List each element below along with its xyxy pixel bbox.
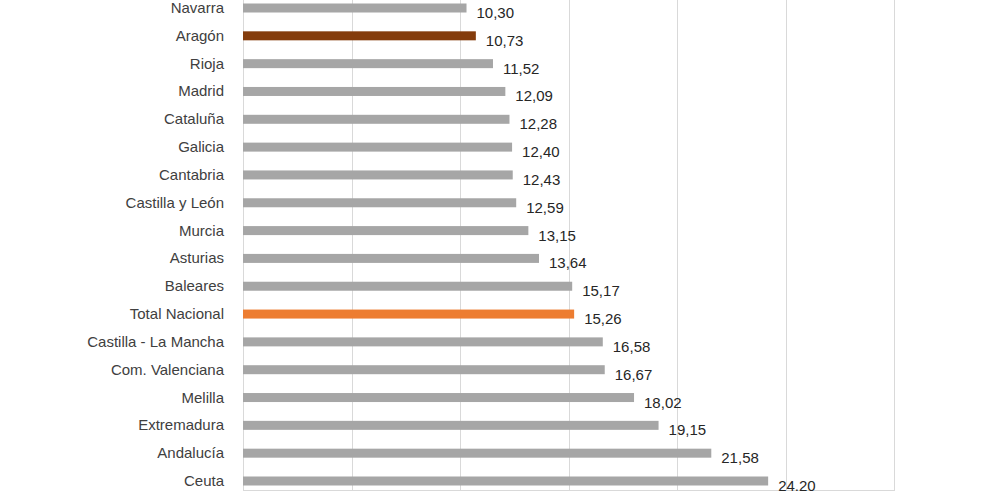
bar xyxy=(243,170,513,179)
data-label: 12,43 xyxy=(523,171,561,188)
bar xyxy=(243,282,572,291)
data-label: 12,28 xyxy=(519,115,557,132)
category-label: Navarra xyxy=(171,0,225,16)
category-label: Aragón xyxy=(176,27,224,44)
grid-line xyxy=(243,0,244,491)
data-label: 12,40 xyxy=(522,143,560,160)
bar xyxy=(243,449,711,458)
grid-line xyxy=(786,0,787,491)
category-label: Ceuta xyxy=(184,472,225,489)
bar xyxy=(243,115,509,124)
grid-line xyxy=(894,0,895,491)
category-label: Andalucía xyxy=(157,444,224,461)
labels: Navarra 10,30 Aragón 10,73 Rioja 11,52 Madrid 1… xyxy=(87,0,815,491)
category-label: Cantabria xyxy=(159,166,225,183)
bar xyxy=(243,421,659,430)
data-label: 15,26 xyxy=(584,310,622,327)
bar xyxy=(243,87,505,96)
data-label: 18,02 xyxy=(644,394,682,411)
grid-line xyxy=(460,0,461,491)
category-label: Extremadura xyxy=(138,416,225,433)
grid-line xyxy=(677,0,678,491)
data-label: 24,20 xyxy=(778,477,816,491)
bar xyxy=(243,59,493,68)
data-label: 12,59 xyxy=(526,199,564,216)
bar xyxy=(243,310,574,319)
category-label: Castilla - La Mancha xyxy=(87,333,224,350)
bar xyxy=(243,198,516,207)
chart-container: Navarra 10,30 Aragón 10,73 Rioja 11,52 Madrid 1… xyxy=(0,0,990,491)
data-label: 15,17 xyxy=(582,282,620,299)
grid-line xyxy=(352,0,353,491)
category-label: Galicia xyxy=(178,138,225,155)
category-label: Baleares xyxy=(165,277,224,294)
grid-line xyxy=(569,0,570,491)
data-label: 11,52 xyxy=(503,60,539,77)
bar xyxy=(243,4,467,13)
bar xyxy=(243,337,603,346)
category-label: Cataluña xyxy=(164,110,225,127)
category-label: Castilla y León xyxy=(126,194,224,211)
bar xyxy=(243,226,528,235)
data-label: 19,15 xyxy=(669,421,707,438)
category-label: Murcia xyxy=(179,222,225,239)
category-label: Total Nacional xyxy=(130,305,224,322)
bar xyxy=(243,143,512,152)
bar xyxy=(243,393,634,402)
bar xyxy=(243,254,539,263)
category-label: Melilla xyxy=(181,389,224,406)
category-label: Com. Valenciana xyxy=(111,361,225,378)
data-label: 10,30 xyxy=(477,4,515,21)
bar xyxy=(243,31,476,40)
data-label: 13,64 xyxy=(549,254,587,271)
category-label: Rioja xyxy=(190,55,225,72)
data-label: 16,58 xyxy=(613,338,651,355)
data-label: 12,09 xyxy=(515,87,553,104)
data-label: 13,15 xyxy=(538,227,576,244)
data-label: 16,67 xyxy=(615,366,653,383)
category-label: Madrid xyxy=(178,82,224,99)
chart-svg: Navarra 10,30 Aragón 10,73 Rioja 11,52 Madrid 1… xyxy=(0,0,990,491)
bars xyxy=(243,4,768,486)
data-label: 10,73 xyxy=(486,32,524,49)
bar xyxy=(243,477,768,486)
data-label: 21,58 xyxy=(721,449,759,466)
bar xyxy=(243,365,605,374)
grid xyxy=(244,0,895,491)
category-label: Asturias xyxy=(170,249,224,266)
